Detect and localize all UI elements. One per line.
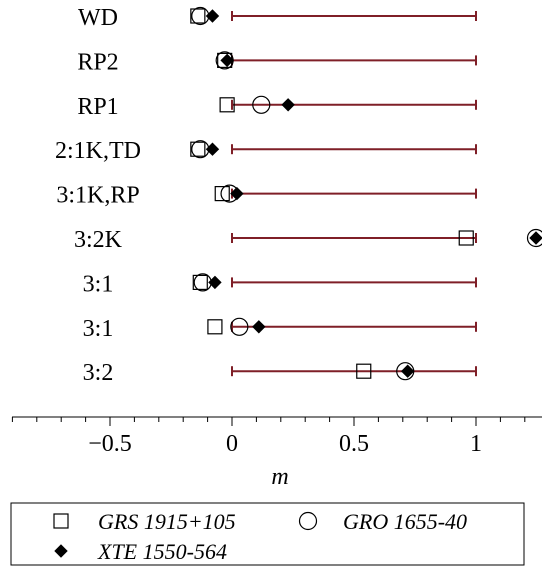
category-label: WD [78,5,118,31]
x-tick-label: 0.5 [339,431,369,457]
point-diamond [253,321,265,333]
x-tick-label: 0 [226,431,238,457]
legend-label: GRS 1915+105 [98,509,236,534]
interval-lines [232,11,476,376]
point-diamond [282,99,294,111]
x-tick-label: −0.5 [88,431,132,457]
point-square [208,320,222,334]
legend-label: XTE 1550-564 [97,539,227,564]
category-label: 2:1K,TD [55,138,141,164]
x-tick-label: 1 [470,431,482,457]
category-label: RP1 [77,94,118,120]
legend-label: GRO 1655-40 [343,509,467,534]
x-axis-ticks [12,417,524,426]
category-label: 3:1 [83,271,114,297]
x-axis: −0.5 0 0.5 1 [12,417,542,457]
x-axis-tick-labels: −0.5 0 0.5 1 [88,431,482,457]
x-axis-label: m [271,464,288,490]
category-label: 3:1K,RP [56,183,139,209]
category-label: 3:2 [83,360,114,386]
category-label: 3:2K [74,227,123,253]
point-diamond [402,365,414,377]
category-labels: WD RP2 RP1 2:1K,TD 3:1K,RP 3:2K 3:1 3:1 3:2 [55,5,141,386]
category-label: 3:1 [83,316,114,342]
category-label: RP2 [77,49,118,75]
legend: GRS 1915+105 GRO 1655-40 XTE 1550-564 [11,503,524,565]
point-diamond [530,232,542,244]
